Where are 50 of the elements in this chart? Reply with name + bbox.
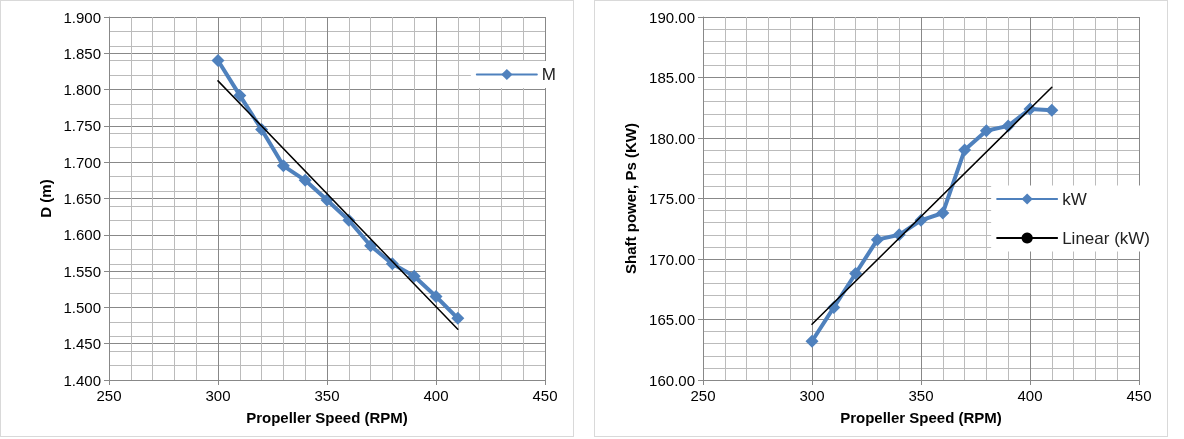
legend-label: M (541, 65, 557, 84)
x-tick-label: 400 (1017, 387, 1043, 404)
x-tick-label: 350 (314, 387, 340, 404)
y-tick-label: 1.600 (63, 226, 101, 244)
point (298, 173, 312, 187)
x-tick-label: 350 (908, 387, 934, 404)
y-axis-title: Shaft power, Ps (KW) (622, 123, 640, 274)
x-tick-label: 450 (1126, 387, 1152, 404)
point (276, 159, 290, 173)
x-tick-label: 300 (799, 387, 825, 404)
y-tick-label: 1.550 (63, 262, 101, 280)
x-tick-label: 250 (96, 387, 122, 404)
point (849, 267, 863, 281)
y-tick-label: 180.00 (649, 129, 695, 147)
y-tick-label: 1.900 (63, 8, 101, 26)
x-axis-title: Propeller Speed (RPM) (840, 409, 1002, 426)
point (211, 54, 225, 68)
point (407, 269, 421, 283)
x-tick-label: 250 (690, 387, 716, 404)
y-axis-title: D (m) (36, 179, 54, 218)
y-tick-label: 160.00 (649, 371, 695, 389)
y-tick-label: 175.00 (649, 190, 695, 207)
x-tick-label: 400 (423, 387, 449, 404)
y-tick-label: 1.800 (63, 81, 101, 99)
y-tick-label: 1.750 (63, 117, 101, 135)
point (429, 290, 443, 304)
x-tick-label: 450 (532, 387, 558, 404)
point (958, 143, 972, 157)
point (979, 124, 993, 138)
legend-label: Linear (kW) (1062, 228, 1151, 248)
y-tick-label: 1.850 (63, 44, 101, 62)
x-tick-label: 300 (205, 387, 231, 404)
point (451, 311, 465, 325)
y-tick-label: 185.00 (649, 69, 695, 86)
point (233, 88, 247, 102)
point (936, 206, 950, 220)
x-axis-title: Propeller Speed (RPM) (246, 409, 408, 426)
point (1045, 103, 1059, 117)
y-tick-label: 1.700 (63, 153, 101, 171)
legend-label: kW (1062, 189, 1087, 209)
y-tick-label: 170.00 (649, 250, 695, 268)
point (870, 233, 884, 247)
y-tick-label: 1.500 (63, 298, 101, 316)
point (805, 334, 819, 348)
y-tick-label: 1.400 (63, 371, 101, 389)
y-tick-label: 165.00 (649, 311, 695, 328)
y-tick-label: 1.450 (63, 335, 101, 353)
y-tick-label: 1.650 (63, 190, 101, 207)
y-tick-label: 190.00 (649, 8, 695, 26)
point (364, 239, 378, 253)
